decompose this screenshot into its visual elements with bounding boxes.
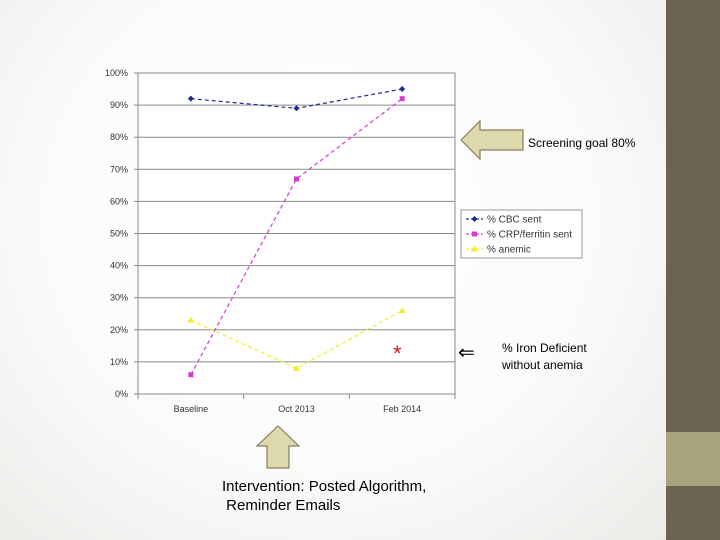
- y-tick-label: 80%: [110, 132, 128, 142]
- iron-deficient-label: % Iron Deficient without anemia: [502, 341, 587, 372]
- y-tick-label: 40%: [110, 261, 128, 271]
- screening-goal-label: Screening goal 80%: [528, 136, 636, 150]
- data-point: [187, 95, 194, 102]
- data-point: [399, 96, 405, 102]
- left-arrow-icon: ⇐: [458, 342, 475, 364]
- y-tick-label: 70%: [110, 164, 128, 174]
- data-point: [188, 372, 194, 378]
- legend-entry: % anemic: [487, 245, 531, 256]
- series-line: [190, 98, 403, 376]
- y-tick-label: 0%: [115, 389, 128, 399]
- y-tick-label: 50%: [110, 229, 128, 239]
- y-tick-label: 60%: [110, 196, 128, 206]
- chart-legend: % CBC sent % CRP/ferritin sent % anemic: [460, 209, 583, 259]
- intervention-label: Intervention: Posted Algorithm, Reminder…: [222, 478, 427, 514]
- data-point: [294, 176, 299, 182]
- asterisk-marker: *: [393, 341, 402, 366]
- x-tick-label: Baseline: [174, 404, 209, 414]
- y-tick-label: 90%: [110, 100, 128, 110]
- x-tick-label: Oct 2013: [278, 404, 315, 414]
- data-point: [187, 316, 195, 323]
- x-tick-label: Feb 2014: [383, 404, 421, 414]
- legend-entry: % CRP/ferritin sent: [487, 230, 572, 241]
- y-tick-label: 20%: [110, 325, 128, 335]
- legend-entry: % CBC sent: [487, 215, 542, 226]
- legend-swatch-marker: [471, 245, 478, 252]
- series-line: [190, 310, 403, 369]
- data-point: [293, 105, 300, 112]
- data-point: [293, 364, 300, 371]
- data-point: [398, 307, 406, 314]
- legend-swatch-marker: [471, 216, 478, 222]
- legend-swatch-marker: [472, 231, 477, 237]
- y-tick-label: 10%: [110, 357, 128, 367]
- data-point: [399, 86, 406, 93]
- block-arrow-left-icon: [460, 119, 524, 161]
- decorative-side-block: [666, 432, 720, 486]
- y-tick-label: 30%: [110, 293, 128, 303]
- y-tick-label: 100%: [105, 68, 128, 78]
- block-arrow-up-icon: [255, 425, 301, 469]
